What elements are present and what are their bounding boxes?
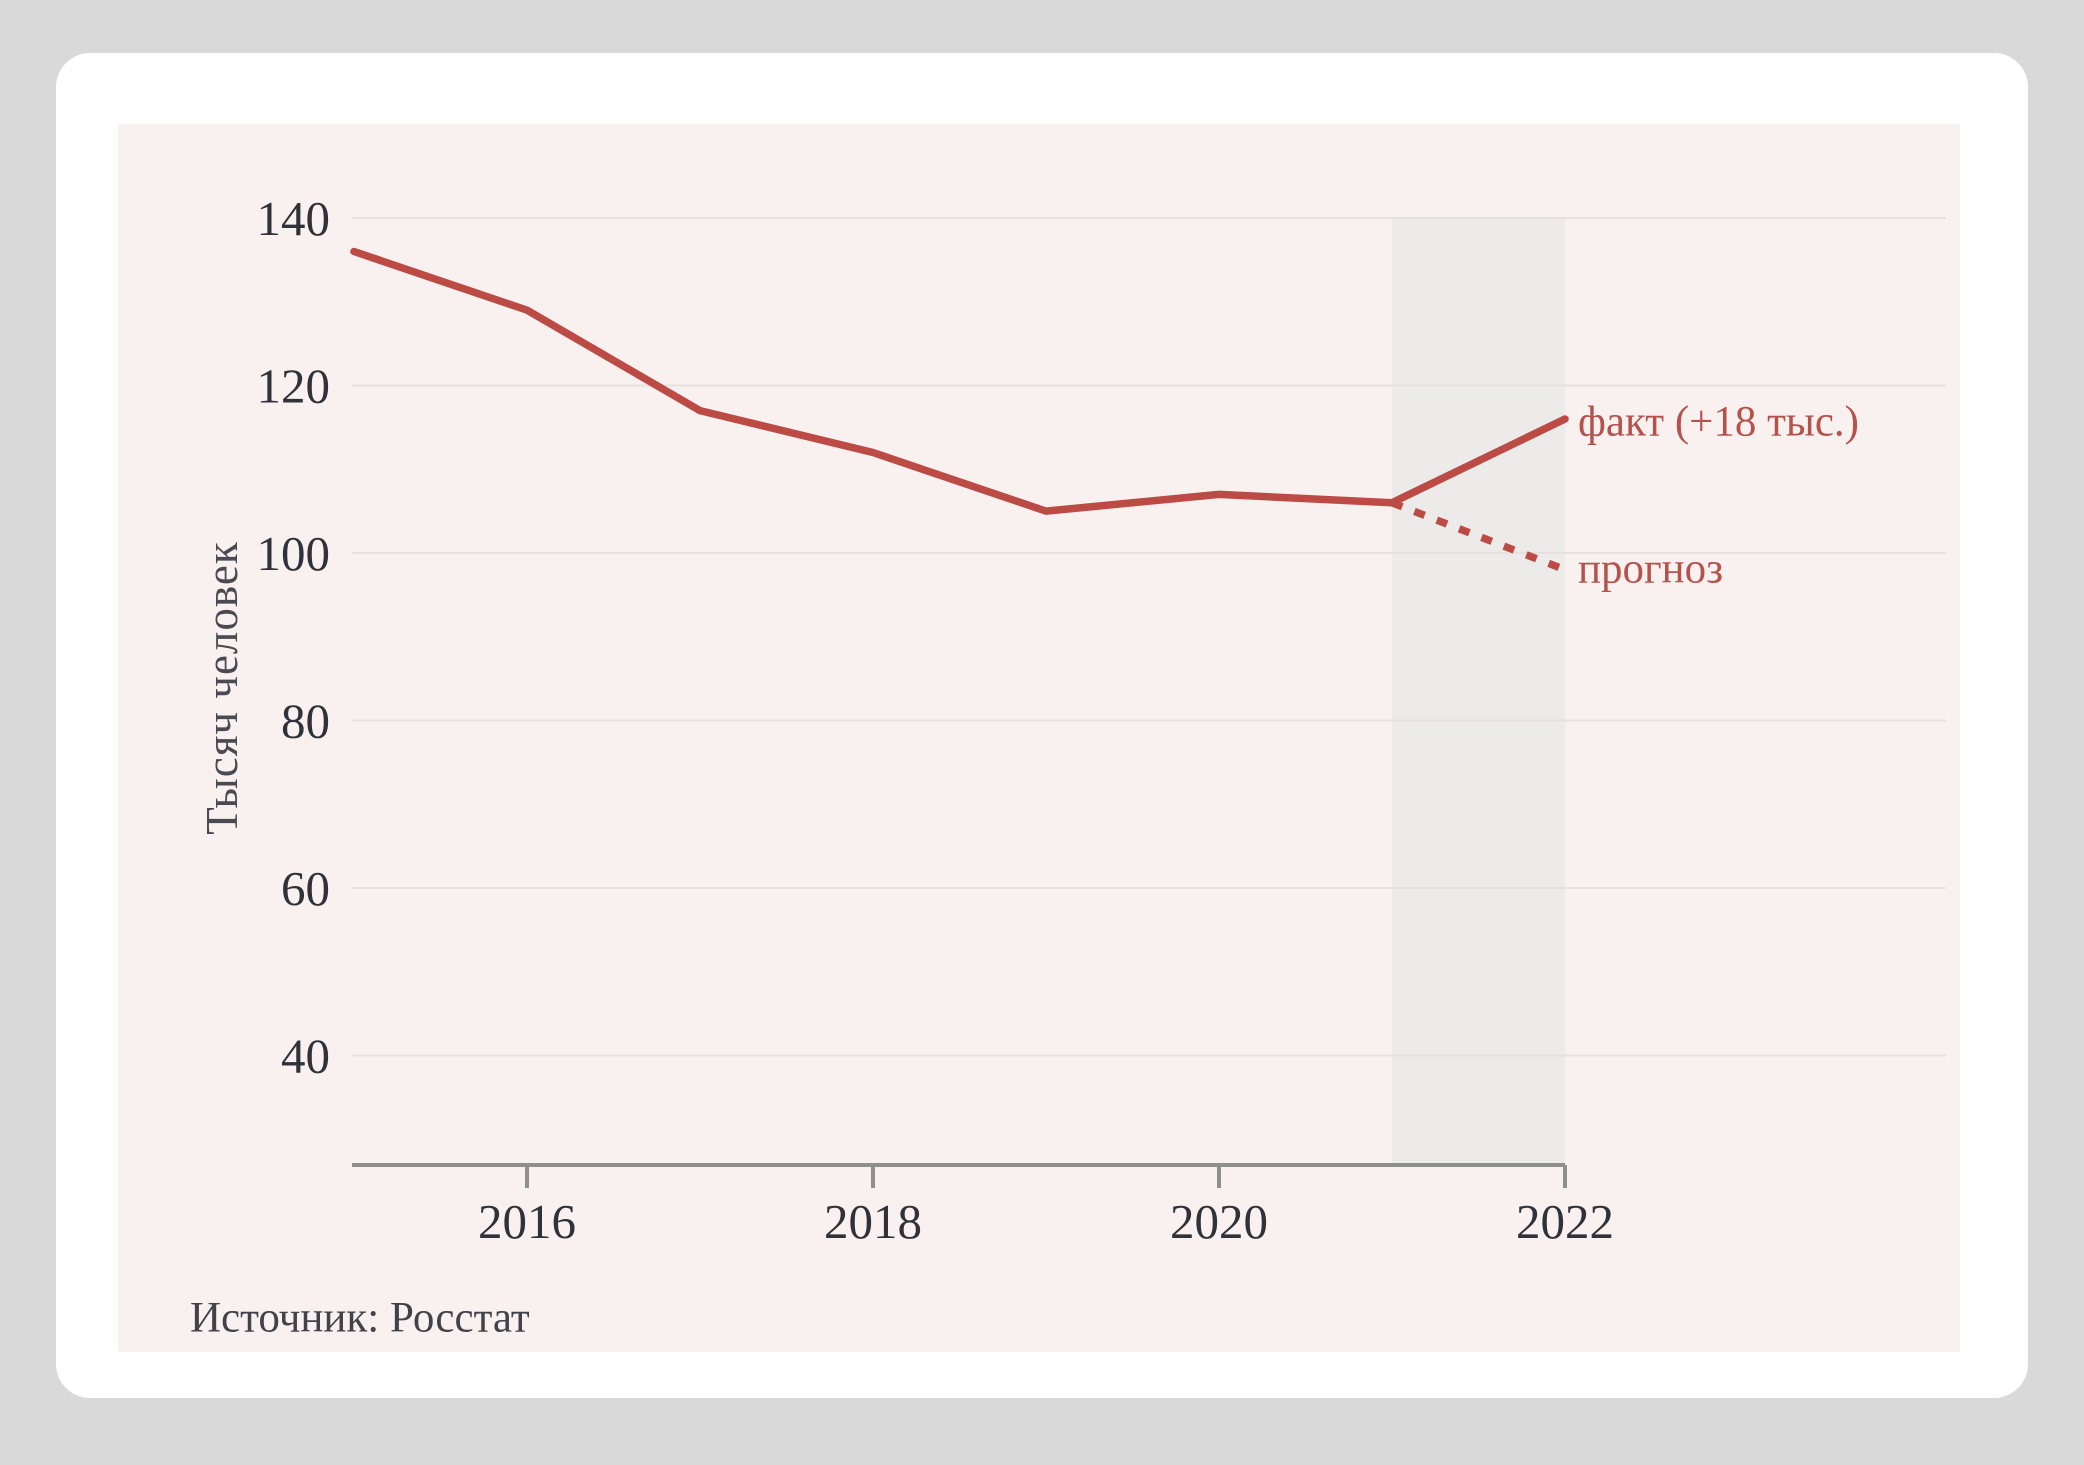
source-note: Источник: Росстат: [190, 1294, 530, 1342]
y-tick-label: 100: [257, 526, 331, 581]
fact-line: [350, 247, 1569, 515]
forecast-series-label: прогноз: [1578, 545, 1724, 593]
forecast-band: [1392, 218, 1565, 1165]
y-tick-label: 60: [281, 861, 330, 916]
x-tick-label: 2022: [1516, 1194, 1614, 1249]
x-tick-label: 2020: [1170, 1194, 1268, 1249]
chart-card: [56, 53, 2028, 1398]
x-tick-label: 2016: [478, 1194, 576, 1249]
y-tick-label: 80: [281, 694, 330, 749]
y-tick-label: 40: [281, 1029, 330, 1084]
plot-panel: [118, 124, 1960, 1352]
y-axis-title: Тысяч человек: [197, 541, 247, 835]
fact-series-label: факт (+18 тыс.): [1578, 398, 1859, 446]
y-tick-label: 120: [257, 359, 331, 414]
y-tick-label: 140: [257, 191, 331, 246]
forecast-line: [1390, 499, 1567, 574]
x-tick-label: 2018: [824, 1194, 922, 1249]
